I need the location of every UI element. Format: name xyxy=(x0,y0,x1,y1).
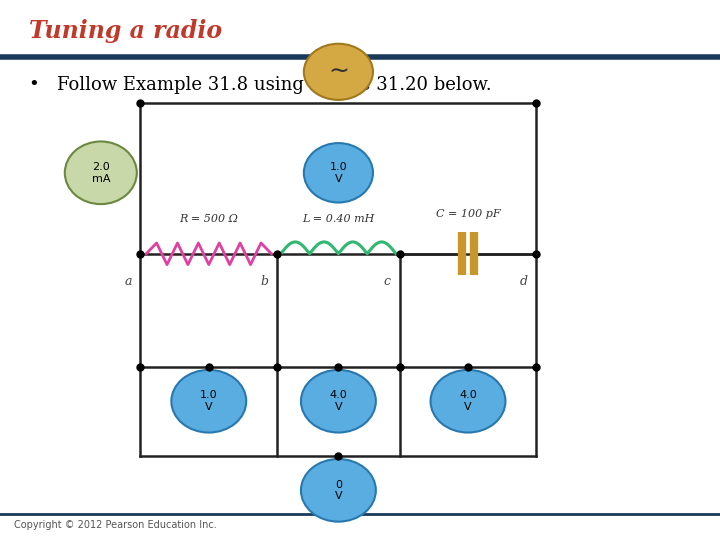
Text: 1.0
V: 1.0 V xyxy=(200,390,217,412)
Ellipse shape xyxy=(171,370,246,433)
Text: Copyright © 2012 Pearson Education Inc.: Copyright © 2012 Pearson Education Inc. xyxy=(14,520,217,530)
Text: 4.0
V: 4.0 V xyxy=(459,390,477,412)
Text: L = 0.40 mH: L = 0.40 mH xyxy=(302,214,374,224)
Text: 2.0
mA: 2.0 mA xyxy=(91,162,110,184)
Ellipse shape xyxy=(301,370,376,433)
Text: c: c xyxy=(384,275,391,288)
Ellipse shape xyxy=(304,44,373,100)
Text: a: a xyxy=(125,275,132,288)
Ellipse shape xyxy=(65,141,137,204)
Text: 0
V: 0 V xyxy=(335,480,342,501)
Text: ∼: ∼ xyxy=(328,60,349,84)
Text: d: d xyxy=(520,275,528,288)
Text: 4.0
V: 4.0 V xyxy=(330,390,347,412)
Text: Tuning a radio: Tuning a radio xyxy=(29,19,222,43)
Text: C = 100 pF: C = 100 pF xyxy=(436,208,500,219)
Ellipse shape xyxy=(431,370,505,433)
Text: 1.0
V: 1.0 V xyxy=(330,162,347,184)
Text: •   Follow Example 31.8 using Figure 31.20 below.: • Follow Example 31.8 using Figure 31.20… xyxy=(29,76,492,93)
Text: R = 500 Ω: R = 500 Ω xyxy=(179,214,238,224)
Ellipse shape xyxy=(301,459,376,522)
Text: b: b xyxy=(261,275,269,288)
Ellipse shape xyxy=(304,143,373,202)
